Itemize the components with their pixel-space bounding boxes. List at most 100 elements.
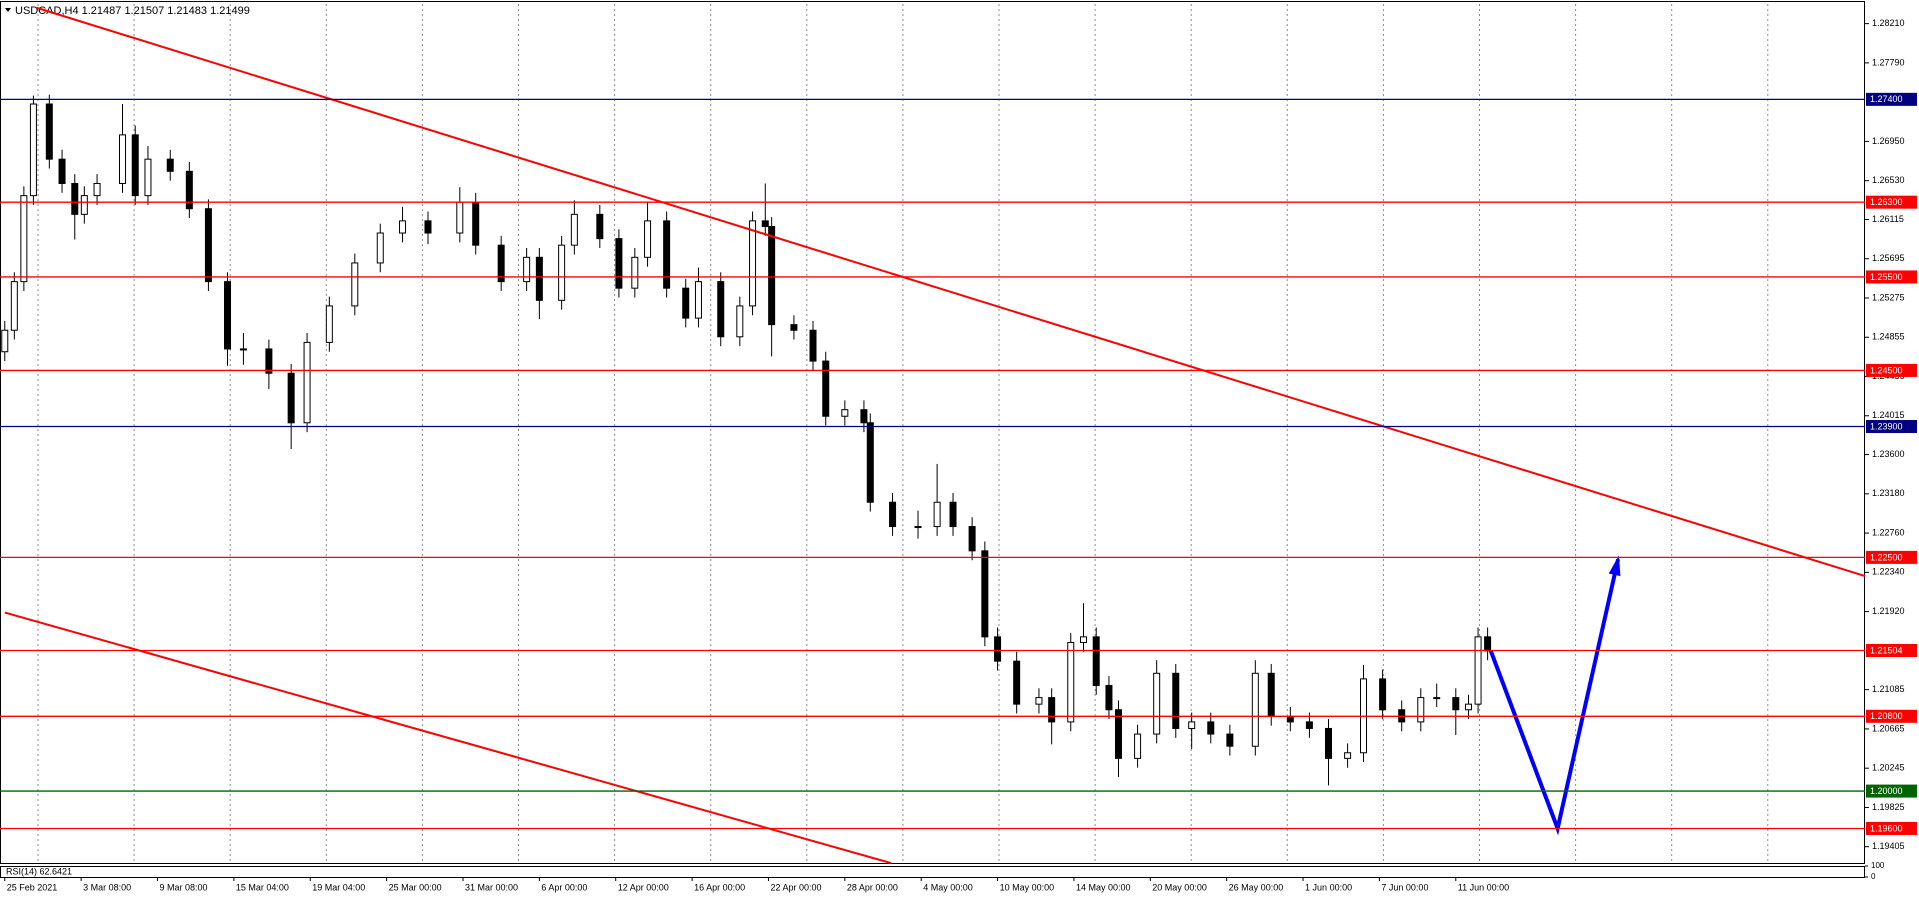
candle-body <box>736 305 744 338</box>
candle-body <box>615 238 623 289</box>
chart-title: USDCAD,H4 1.21487 1.21507 1.21483 1.2149… <box>15 5 250 17</box>
candle-body <box>1325 727 1333 759</box>
candle-body <box>472 201 480 246</box>
candle-body <box>933 501 941 528</box>
x-tick-label: 9 Mar 08:00 <box>160 882 208 892</box>
candle-body <box>1433 697 1441 700</box>
y-tick-label: 1.20665 <box>1872 723 1905 733</box>
x-tick-label: 28 Apr 00:00 <box>847 882 898 892</box>
y-tick-label: 1.23180 <box>1872 488 1905 498</box>
candle-body <box>1105 684 1113 711</box>
candle-body <box>981 550 989 638</box>
level-label-box <box>1866 363 1917 377</box>
candle-body <box>29 103 37 197</box>
candle-body <box>1092 636 1100 686</box>
y-tick-label: 1.26115 <box>1872 214 1904 224</box>
candle-body <box>682 287 690 319</box>
level-label-box <box>1866 420 1917 434</box>
y-tick-label: 1.24015 <box>1872 410 1905 420</box>
candle-body <box>717 281 725 338</box>
candle-body <box>860 409 868 424</box>
indicator-frame <box>0 866 1865 878</box>
x-tick-label: 1 Jun 00:00 <box>1305 882 1352 892</box>
x-tick-label: 20 May 00:00 <box>1152 882 1207 892</box>
candle-body <box>1267 672 1275 717</box>
candle-body <box>809 329 817 362</box>
y-tick-label: 1.19825 <box>1872 802 1905 812</box>
level-label: 1.25500 <box>1870 272 1903 282</box>
candle-body <box>20 195 28 283</box>
y-tick-label: 1.26530 <box>1872 175 1905 185</box>
level-label: 1.19600 <box>1870 823 1903 833</box>
y-tick-label: 1.19405 <box>1872 841 1905 851</box>
x-tick-label: 10 May 00:00 <box>1000 882 1055 892</box>
x-tick-label: 6 Apr 00:00 <box>541 882 587 892</box>
candle-body <box>1134 733 1142 759</box>
candle-body <box>224 281 232 350</box>
candle-body <box>1465 703 1473 711</box>
candle-body <box>994 636 1002 662</box>
x-tick-label: 31 Mar 00:00 <box>465 882 518 892</box>
indicator-tick-label: 0 <box>1871 872 1876 881</box>
level-label: 1.22500 <box>1870 552 1903 562</box>
level-label-box <box>1866 270 1917 284</box>
candle-body <box>1188 721 1196 729</box>
x-tick-label: 12 Apr 00:00 <box>618 882 669 892</box>
x-tick-label: 11 Jun 00:00 <box>1458 882 1509 892</box>
candle-body <box>119 134 127 184</box>
candle-body <box>303 341 311 424</box>
y-tick-label: 1.25695 <box>1872 253 1905 263</box>
candle-body <box>1172 672 1180 729</box>
x-tick-label: 25 Mar 00:00 <box>389 882 442 892</box>
candle-body <box>822 360 830 417</box>
candle-body <box>1344 752 1352 759</box>
candle-body <box>399 220 407 234</box>
candle-body <box>1153 672 1161 735</box>
indicator-title: RSI(14) 62.6421 <box>6 866 72 876</box>
x-tick-label: 7 Jun 00:00 <box>1381 882 1428 892</box>
candle-body <box>1013 660 1021 705</box>
candle-body <box>631 256 639 289</box>
candle-body <box>376 232 384 264</box>
y-tick-label: 1.28210 <box>1872 18 1905 28</box>
candle-body <box>1048 697 1056 723</box>
candle-body <box>325 305 333 343</box>
candle-body <box>166 158 174 172</box>
y-tick-label: 1.22340 <box>1872 567 1905 577</box>
candle-body <box>694 281 702 319</box>
level-label-box <box>1866 643 1917 657</box>
candle-body <box>1035 697 1043 705</box>
candle-body <box>456 201 464 234</box>
candle-body <box>949 501 957 528</box>
candle-body <box>1305 721 1313 729</box>
level-label-box <box>1866 821 1917 835</box>
level-label-box <box>1866 92 1917 106</box>
x-tick-label: 15 Mar 04:00 <box>236 882 289 892</box>
candle-body <box>761 220 769 227</box>
candle-body <box>239 348 247 351</box>
level-label: 1.27400 <box>1870 94 1903 104</box>
level-label: 1.26300 <box>1870 197 1903 207</box>
plot-frame <box>0 1 1865 864</box>
y-tick-label: 1.20245 <box>1872 763 1905 773</box>
x-tick-label: 14 May 00:00 <box>1076 882 1131 892</box>
y-tick-label: 1.26950 <box>1872 136 1905 146</box>
candle-body <box>93 182 101 197</box>
y-tick-label: 1.21085 <box>1872 684 1905 694</box>
candle-body <box>10 281 18 331</box>
y-tick-label: 1.22760 <box>1872 527 1905 537</box>
indicator-tick-label: 100 <box>1871 861 1885 870</box>
candle-body <box>866 422 874 503</box>
trend-line <box>36 6 1866 578</box>
arrow-head <box>1608 555 1621 577</box>
candle-body <box>768 225 776 326</box>
x-tick-label: 22 Apr 00:00 <box>770 882 821 892</box>
level-label: 1.20000 <box>1870 786 1903 796</box>
candle-body <box>144 158 152 197</box>
candle-body <box>1251 672 1259 747</box>
candle-body <box>1226 733 1234 747</box>
candle-body <box>80 195 88 215</box>
x-tick-label: 25 Feb 2021 <box>7 882 58 892</box>
level-label: 1.21504 <box>1870 645 1903 655</box>
